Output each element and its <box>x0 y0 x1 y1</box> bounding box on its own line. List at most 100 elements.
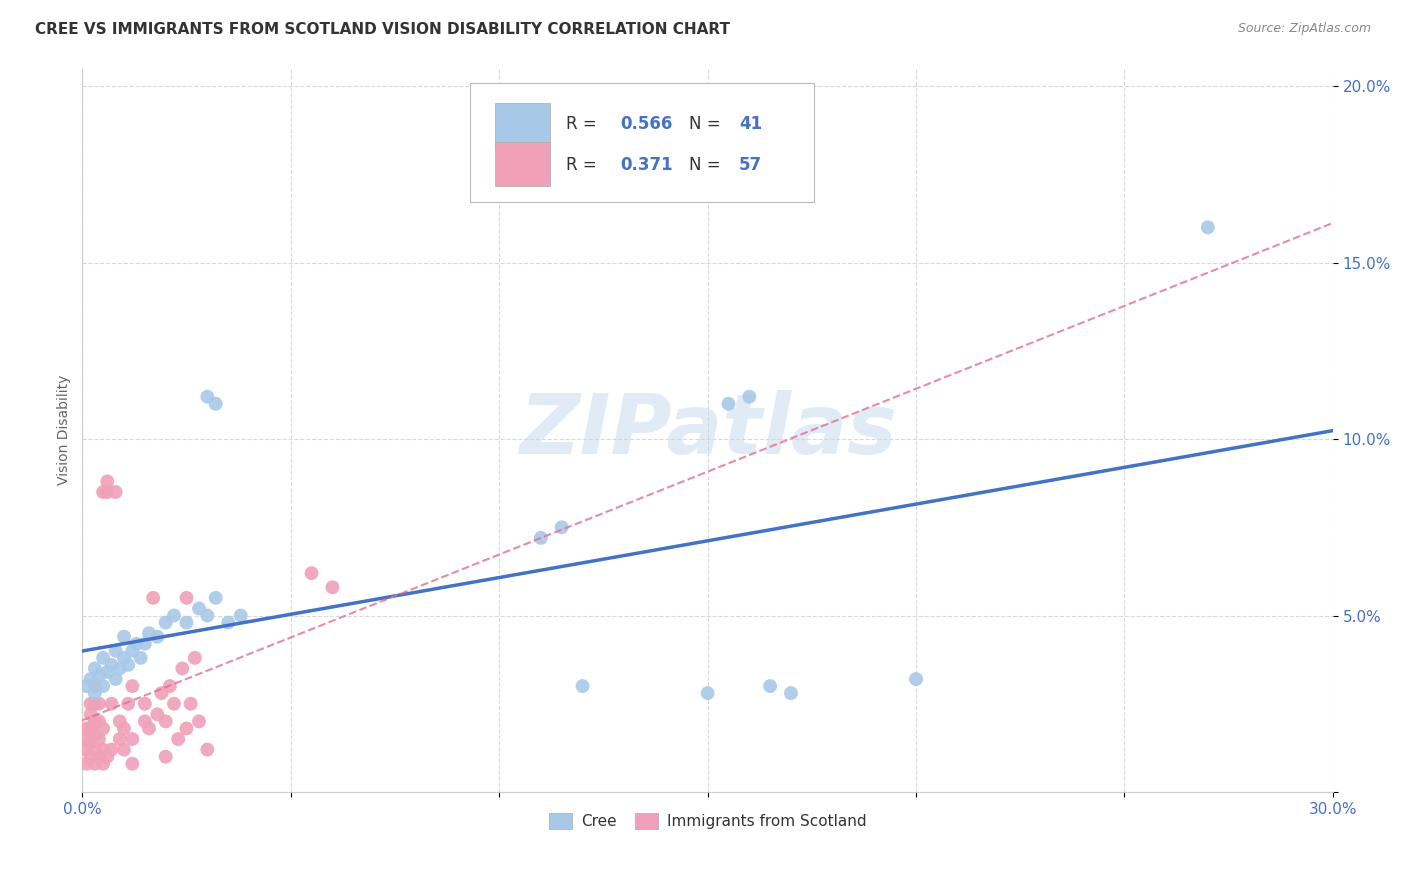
Point <box>155 714 177 729</box>
Point <box>176 722 198 736</box>
Point <box>195 390 218 404</box>
Point <box>163 608 186 623</box>
Point <box>125 637 148 651</box>
Point <box>738 390 761 404</box>
Point <box>759 679 782 693</box>
Point <box>75 756 97 771</box>
Point <box>91 651 114 665</box>
Text: N =: N = <box>689 115 720 133</box>
Point <box>717 397 740 411</box>
Point <box>108 714 131 729</box>
Point <box>83 742 105 756</box>
Point <box>87 749 110 764</box>
Text: CREE VS IMMIGRANTS FROM SCOTLAND VISION DISABILITY CORRELATION CHART: CREE VS IMMIGRANTS FROM SCOTLAND VISION … <box>35 22 730 37</box>
Point <box>121 756 143 771</box>
Point <box>696 686 718 700</box>
Point <box>75 722 97 736</box>
Point <box>83 729 105 743</box>
Text: ZIPatlas: ZIPatlas <box>519 390 897 471</box>
Point <box>188 601 211 615</box>
Point <box>121 732 143 747</box>
Text: 57: 57 <box>740 156 762 174</box>
Text: R =: R = <box>567 115 598 133</box>
Point <box>91 679 114 693</box>
Point <box>163 697 186 711</box>
Point <box>172 661 194 675</box>
Point <box>108 661 131 675</box>
Point <box>104 644 127 658</box>
Point <box>129 651 152 665</box>
Point <box>112 722 135 736</box>
Point <box>91 485 114 500</box>
Point <box>83 714 105 729</box>
Point <box>217 615 239 630</box>
Point <box>104 485 127 500</box>
Point <box>905 672 928 686</box>
Point <box>100 742 122 756</box>
Point <box>79 735 101 749</box>
Point <box>83 697 105 711</box>
Point <box>176 615 198 630</box>
Point <box>83 661 105 675</box>
Text: Source: ZipAtlas.com: Source: ZipAtlas.com <box>1237 22 1371 36</box>
Point <box>146 707 169 722</box>
Point <box>176 591 198 605</box>
Point <box>530 531 553 545</box>
Point <box>87 697 110 711</box>
Point <box>117 657 139 672</box>
Legend: Cree, Immigrants from Scotland: Cree, Immigrants from Scotland <box>543 806 873 835</box>
Point <box>134 714 156 729</box>
Point <box>79 697 101 711</box>
Point <box>195 608 218 623</box>
Text: R =: R = <box>567 156 598 174</box>
Point <box>321 580 343 594</box>
Point <box>83 686 105 700</box>
Point <box>79 749 101 764</box>
Text: 0.371: 0.371 <box>620 156 672 174</box>
Point <box>780 686 803 700</box>
Point <box>159 679 181 693</box>
Point <box>87 668 110 682</box>
Point <box>75 679 97 693</box>
Point <box>150 686 173 700</box>
Point <box>112 651 135 665</box>
FancyBboxPatch shape <box>470 83 814 202</box>
Point <box>134 697 156 711</box>
Point <box>87 732 110 747</box>
Point <box>301 566 323 581</box>
Point <box>112 742 135 756</box>
Point <box>155 615 177 630</box>
Point <box>104 672 127 686</box>
Point <box>1197 220 1219 235</box>
Point <box>75 732 97 747</box>
Point <box>100 697 122 711</box>
Point <box>571 679 593 693</box>
Point <box>91 756 114 771</box>
Point <box>184 651 207 665</box>
Point <box>180 697 202 711</box>
Point <box>167 732 190 747</box>
Point <box>146 630 169 644</box>
Text: 41: 41 <box>740 115 762 133</box>
Text: 0.566: 0.566 <box>620 115 672 133</box>
Point <box>229 608 252 623</box>
Point <box>204 591 226 605</box>
Point <box>121 679 143 693</box>
Point <box>142 591 165 605</box>
Point <box>96 665 118 679</box>
FancyBboxPatch shape <box>495 143 550 186</box>
Point <box>204 397 226 411</box>
Point <box>112 630 135 644</box>
Point <box>138 626 160 640</box>
Point <box>138 722 160 736</box>
FancyBboxPatch shape <box>495 103 550 146</box>
Point <box>108 732 131 747</box>
Point <box>91 722 114 736</box>
Point <box>117 697 139 711</box>
Point <box>79 672 101 686</box>
Point <box>75 742 97 756</box>
Point <box>121 644 143 658</box>
Point <box>87 714 110 729</box>
Text: N =: N = <box>689 156 720 174</box>
Point <box>134 637 156 651</box>
